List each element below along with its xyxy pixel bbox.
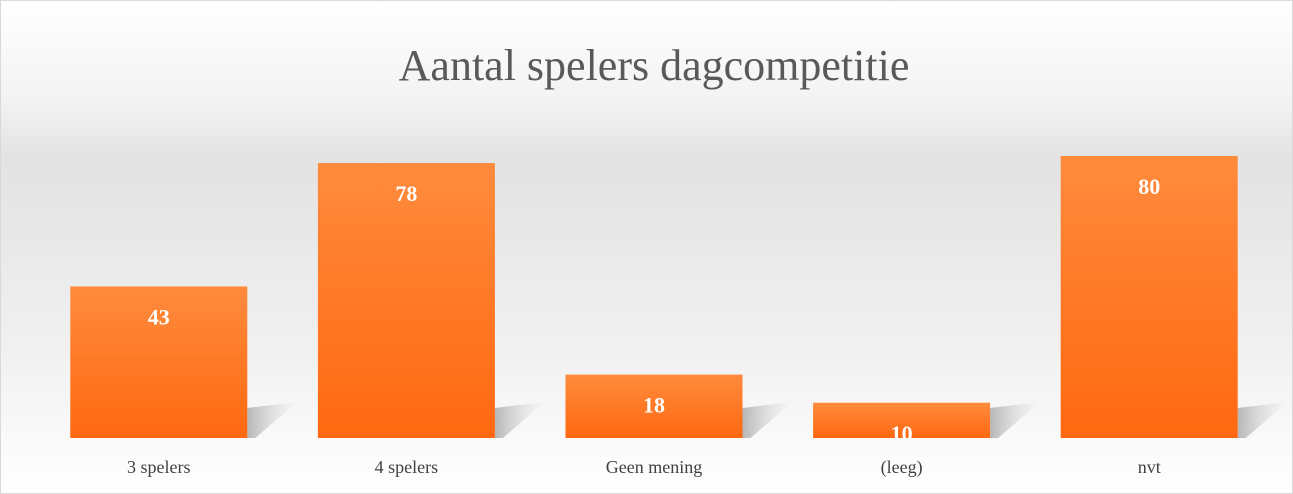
bar-shadow — [990, 402, 1041, 438]
bar — [565, 374, 743, 438]
bar-shadow — [742, 402, 793, 438]
data-label: 80 — [1138, 174, 1160, 199]
bar — [813, 402, 991, 438]
bar-shadow — [494, 402, 545, 438]
bar-shadow — [1237, 402, 1288, 438]
data-label: 10 — [891, 421, 913, 446]
x-tick-label: Geen mening — [606, 457, 702, 477]
x-tick-label: 3 spelers — [127, 457, 190, 477]
chart-title: Aantal spelers dagcompetitie — [399, 41, 910, 90]
bar — [317, 163, 495, 439]
x-tick-label: (leeg) — [881, 457, 923, 478]
x-tick-label: 4 spelers — [375, 457, 438, 477]
data-label: 78 — [395, 181, 417, 206]
bar — [1060, 156, 1238, 438]
data-label: 43 — [148, 304, 170, 329]
data-label: 18 — [643, 393, 665, 418]
bar-shadow — [247, 402, 298, 438]
x-tick-label: nvt — [1138, 457, 1161, 477]
bar — [70, 286, 248, 438]
